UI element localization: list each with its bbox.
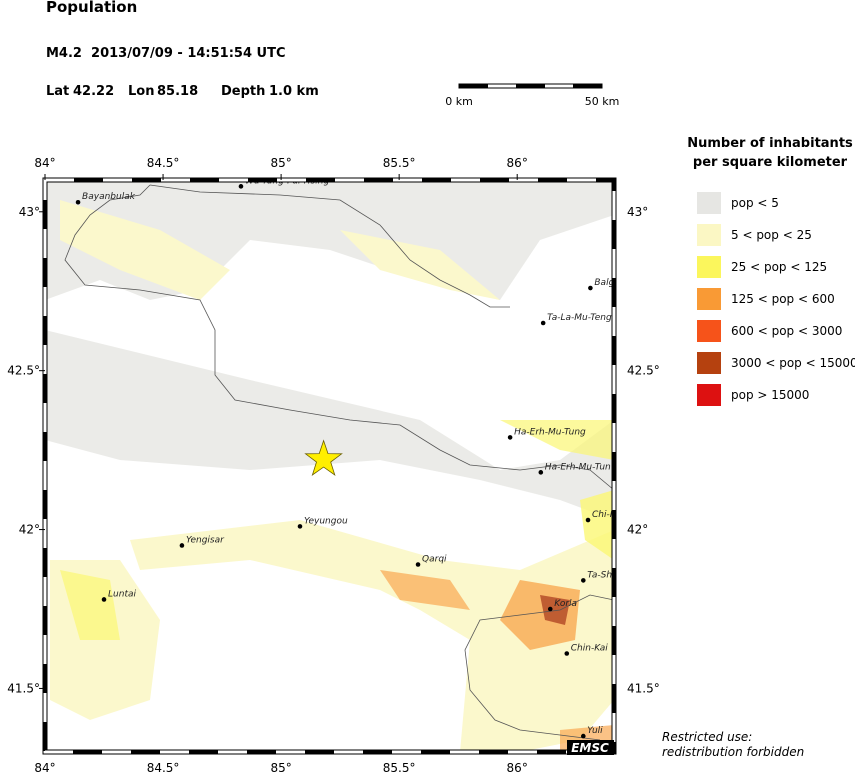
city-label: Wu-Tung-Pai-Hsing bbox=[245, 176, 330, 186]
city-label: Chi-I bbox=[592, 510, 613, 520]
population-shading bbox=[45, 180, 614, 752]
city-label: Ha-Erh-Mu-Tung bbox=[514, 427, 586, 437]
lon-tick-label: 85° bbox=[270, 761, 291, 775]
city-dot bbox=[297, 524, 303, 529]
city-label: Luntai bbox=[108, 589, 136, 599]
lat-tick-label: 41.5° bbox=[7, 681, 40, 695]
lon-tick-label: 85.5° bbox=[383, 156, 416, 170]
depth-label: Depth bbox=[221, 84, 265, 99]
river-line bbox=[464, 594, 614, 741]
lon-tick-label: 86° bbox=[507, 156, 528, 170]
depth-value: 1.0 km bbox=[269, 84, 319, 99]
legend-label: pop < 5 bbox=[731, 196, 779, 210]
logo: EMSC bbox=[571, 741, 609, 755]
lat-tick-label: 42° bbox=[19, 523, 40, 537]
lat-tick-label: 43° bbox=[627, 205, 648, 219]
lon-tick-label: 84.5° bbox=[147, 156, 180, 170]
legend-label: 125 < pop < 600 bbox=[731, 292, 835, 306]
lat-label: Lat bbox=[46, 84, 69, 99]
legend-label: 600 < pop < 3000 bbox=[731, 324, 842, 338]
legend-swatch bbox=[697, 352, 721, 374]
footer-note: Restricted use: bbox=[662, 730, 752, 744]
lon-tick-label: 84° bbox=[34, 156, 55, 170]
city-dot bbox=[585, 517, 591, 523]
scale-end: 50 km bbox=[585, 95, 620, 108]
legend-swatch bbox=[697, 320, 721, 342]
legend-swatch bbox=[697, 384, 721, 406]
lat-tick-label: 43° bbox=[19, 205, 40, 219]
city-dot bbox=[564, 651, 570, 656]
lon-tick-label: 84.5° bbox=[147, 761, 180, 775]
legend-label: 25 < pop < 125 bbox=[731, 260, 827, 274]
lat-tick-label: 42.5° bbox=[7, 364, 40, 378]
boundary-line bbox=[64, 184, 614, 491]
lat-tick-label: 42.5° bbox=[627, 364, 660, 378]
city-label: Yengisar bbox=[186, 535, 225, 545]
legend-title: Number of inhabitants bbox=[687, 136, 853, 151]
lon-tick-label: 85° bbox=[270, 156, 291, 170]
city-dot bbox=[538, 470, 544, 475]
legend-label: 5 < pop < 25 bbox=[731, 228, 812, 242]
title: Population bbox=[46, 0, 137, 16]
city-dot bbox=[581, 733, 586, 739]
legend-swatch bbox=[697, 192, 721, 214]
city-dot bbox=[540, 320, 546, 326]
boundary-line bbox=[149, 184, 510, 308]
city-dot bbox=[415, 562, 421, 567]
lon-value: 85.18 bbox=[157, 84, 198, 99]
city-dot bbox=[101, 597, 107, 602]
lon-tick-label: 85.5° bbox=[383, 761, 416, 775]
legend-label: pop > 15000 bbox=[731, 388, 809, 402]
legend-swatch bbox=[697, 224, 721, 246]
lon-tick-label: 84° bbox=[34, 761, 55, 775]
city-label: Korla bbox=[554, 599, 577, 609]
legend-swatch bbox=[697, 288, 721, 310]
lat-tick-label: 42° bbox=[627, 523, 648, 537]
scale-bar: 0 km 50 km bbox=[445, 83, 620, 108]
city-label: Ta-Shi bbox=[587, 570, 615, 580]
lon-label: Lon bbox=[128, 84, 154, 99]
lon-tick-label: 86° bbox=[507, 761, 528, 775]
event-line: M4.2 2013/07/09 - 14:51:54 UTC bbox=[46, 46, 285, 61]
city-label: Bayanbulak bbox=[82, 192, 136, 202]
logo-box bbox=[567, 740, 614, 755]
city-label: Chin-Kai bbox=[571, 643, 609, 653]
lat-tick-label: 41.5° bbox=[627, 681, 660, 695]
city-label: Yeyungou bbox=[304, 516, 348, 526]
footer-note: redistribution forbidden bbox=[662, 745, 804, 759]
city-dot bbox=[547, 606, 553, 612]
city-dot bbox=[179, 543, 185, 548]
city-label: Ha-Erh-Mu-Tun bbox=[545, 462, 611, 472]
city-label: Qarqi bbox=[422, 555, 447, 565]
map-area: Bayanbulak Wu-Tung-Pai-Hsing Balg Ta-La-Mu-… bbox=[45, 176, 615, 752]
city-dot bbox=[581, 578, 586, 583]
city-label: Ta-La-Mu-Teng bbox=[547, 313, 612, 323]
scale-start: 0 km bbox=[445, 95, 473, 108]
lat-value: 42.22 bbox=[73, 84, 114, 99]
epicenter-star bbox=[304, 439, 343, 477]
legend-title: per square kilometer bbox=[693, 155, 848, 170]
city-dot bbox=[588, 285, 593, 291]
map-frame-checker bbox=[43, 178, 616, 754]
city-dot bbox=[238, 184, 244, 189]
legend-swatch bbox=[697, 256, 721, 278]
city-label: Balg bbox=[594, 278, 614, 288]
city-label: Yuli bbox=[587, 726, 603, 736]
city-dot bbox=[75, 199, 81, 205]
city-dot bbox=[507, 435, 513, 440]
legend-label: 3000 < pop < 15000 bbox=[731, 356, 855, 370]
